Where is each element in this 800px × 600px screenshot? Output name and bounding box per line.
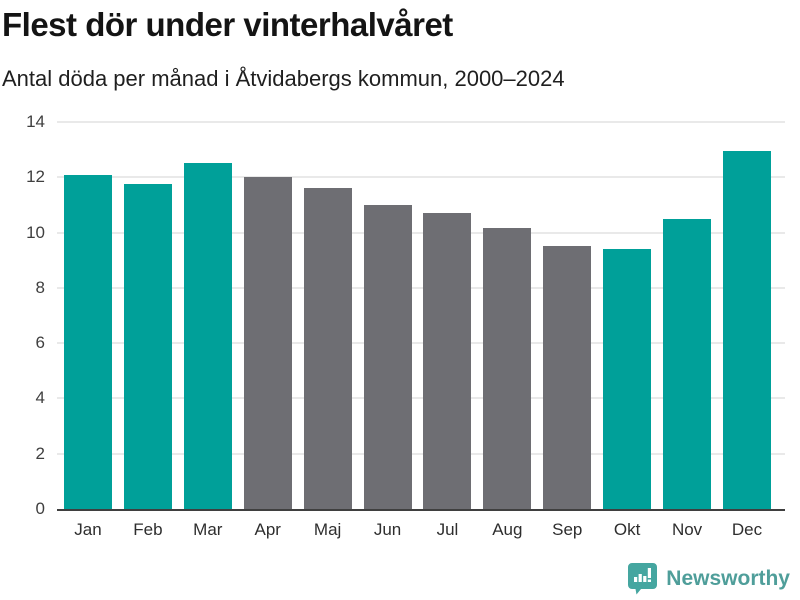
newsworthy-logo-icon <box>628 563 658 595</box>
y-tick-label: 4 <box>35 388 45 408</box>
bar-maj <box>303 188 352 509</box>
bar-nov <box>663 218 712 509</box>
gridline <box>57 176 785 179</box>
y-tick-label: 10 <box>26 222 45 242</box>
gridline <box>57 231 785 234</box>
x-tick-label: Apr <box>254 520 281 539</box>
y-axis: 0 2 4 6 8 10 12 14 <box>0 112 45 518</box>
gridline <box>57 397 785 400</box>
bar-series: Jan Feb Mar Apr Maj Jun Jul Aug Sep Okt Nov Dec <box>57 122 785 539</box>
x-tick-label: Feb <box>133 520 163 539</box>
bar-okt <box>603 249 652 509</box>
bar-column: Mar <box>183 122 232 539</box>
bar-jun <box>363 204 412 509</box>
bar-column: Dec <box>722 122 771 539</box>
gridline <box>57 342 785 345</box>
bar-column: Feb <box>123 122 172 539</box>
x-tick-label: Dec <box>731 520 763 539</box>
y-tick-label: 0 <box>35 499 45 518</box>
y-tick-label: 2 <box>35 443 45 463</box>
bar-column: Maj <box>303 122 352 539</box>
x-tick-label: Nov <box>671 520 703 539</box>
y-tick-label: 8 <box>35 277 45 297</box>
bar-sep <box>543 246 592 509</box>
bar-dec <box>722 151 771 509</box>
gridline <box>57 121 785 123</box>
x-axis-line <box>57 509 785 511</box>
gridline <box>57 452 785 455</box>
bar-jul <box>423 213 472 509</box>
bar-column: Okt <box>603 122 652 539</box>
y-tick-label: 14 <box>26 112 45 131</box>
x-tick-label: Jul <box>436 520 459 539</box>
x-tick-label: Aug <box>492 520 523 539</box>
gridline <box>57 286 785 289</box>
plot-area: Jan Feb Mar Apr Maj Jun Jul Aug Sep Okt Nov Dec <box>57 121 785 539</box>
bar-column: Sep <box>543 122 592 539</box>
x-tick-label: Jan <box>74 520 102 539</box>
bar-feb <box>123 184 172 509</box>
x-tick-label: Maj <box>313 520 342 539</box>
bar-column: Nov <box>663 122 712 539</box>
x-tick-label: Sep <box>552 520 583 539</box>
x-tick-label: Mar <box>193 520 223 539</box>
bar-jan <box>64 174 112 509</box>
chart-subtitle: Antal döda per månad i Åtvidabergs kommu… <box>2 66 565 91</box>
y-tick-label: 12 <box>26 167 45 187</box>
x-tick-label: Okt <box>613 520 641 539</box>
bar-column: Aug <box>483 122 532 539</box>
brand-name: Newsworthy <box>666 566 790 590</box>
bar-apr <box>243 177 292 509</box>
y-tick-label: 6 <box>35 333 45 353</box>
bar-column: Jul <box>423 122 472 539</box>
bar-column: Jan <box>64 122 112 539</box>
chart-title: Flest dör under vinterhalvåret <box>2 6 453 43</box>
bar-column: Apr <box>243 122 292 539</box>
x-tick-label: Jun <box>373 520 402 539</box>
bar-aug <box>483 228 532 509</box>
bar-column: Jun <box>363 122 412 539</box>
brand-footer: Newsworthy <box>627 562 790 595</box>
bar-mar <box>183 163 232 509</box>
